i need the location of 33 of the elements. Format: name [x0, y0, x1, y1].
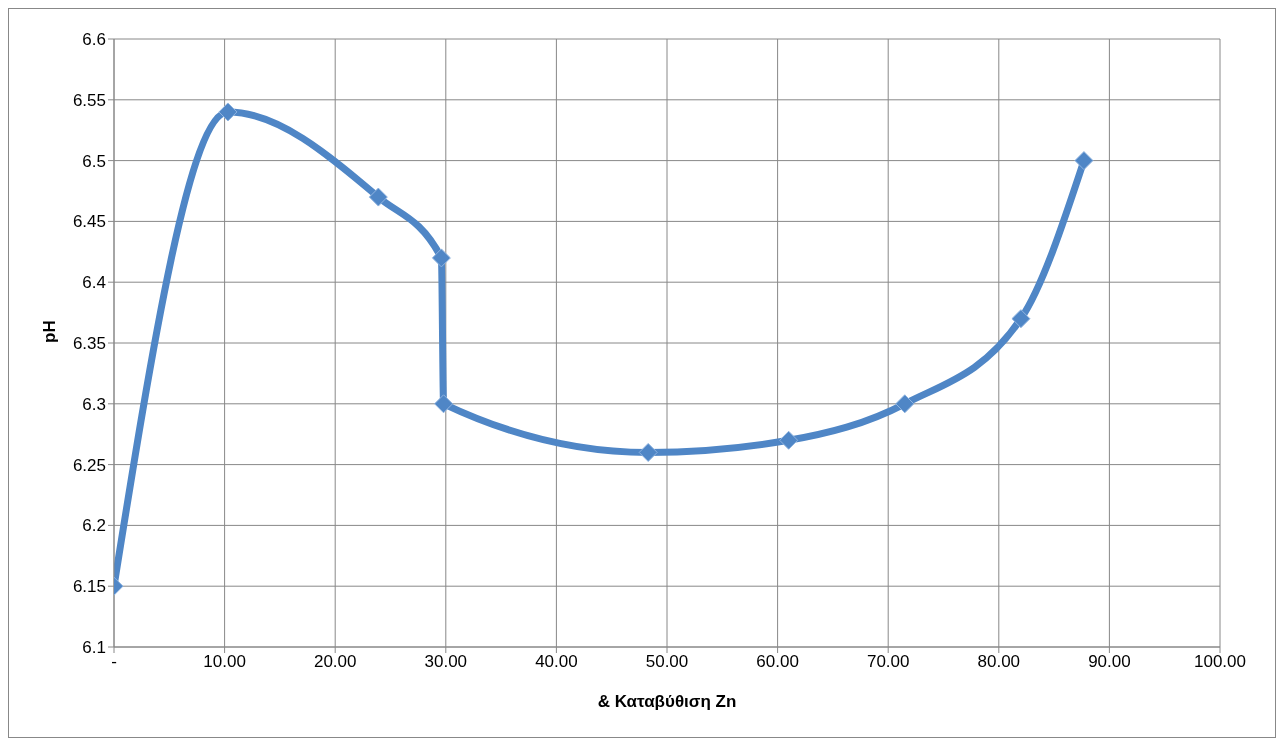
x-tick-label: 10.00: [203, 652, 246, 672]
y-axis-title: pH: [40, 320, 60, 343]
point: [431, 248, 451, 268]
x-tick-label: 80.00: [977, 652, 1021, 672]
y-tick-label: 6.25: [72, 455, 106, 475]
point: [218, 102, 238, 122]
x-tick-label: 60.00: [756, 652, 799, 672]
y-tick-label: 6.15: [72, 577, 106, 597]
point: [638, 442, 658, 462]
y-tick-label: 6.1: [82, 638, 106, 658]
x-tick-label: 30.00: [424, 652, 468, 672]
y-tick-label: 6.6: [82, 30, 106, 50]
y-tick-label: 6.55: [72, 90, 106, 110]
point: [434, 394, 454, 414]
y-tick-label: 6.3: [82, 394, 106, 414]
x-tick-label: 20.00: [313, 652, 357, 672]
x-tick-label: 40.00: [535, 652, 578, 672]
y-tick-label: 6.45: [72, 212, 106, 232]
y-tick-label: 6.35: [72, 334, 106, 354]
y-tick-label: 6.4: [82, 273, 106, 293]
x-tick-label: 50.00: [645, 652, 689, 672]
y-tick-label: 6.5: [82, 151, 106, 171]
y-tick-label: 6.2: [82, 516, 106, 536]
x-tick-label: -: [111, 652, 117, 672]
x-tick-label: 70.00: [866, 652, 910, 672]
point: [1074, 151, 1094, 171]
x-tick-label: 100.00: [1194, 652, 1246, 672]
point: [895, 394, 915, 414]
x-axis-title: & Καταβύθιση Zn: [597, 692, 737, 711]
point: [368, 187, 388, 207]
point: [1011, 309, 1031, 329]
x-tick-label: 90.00: [1088, 652, 1131, 672]
point: [779, 430, 799, 450]
